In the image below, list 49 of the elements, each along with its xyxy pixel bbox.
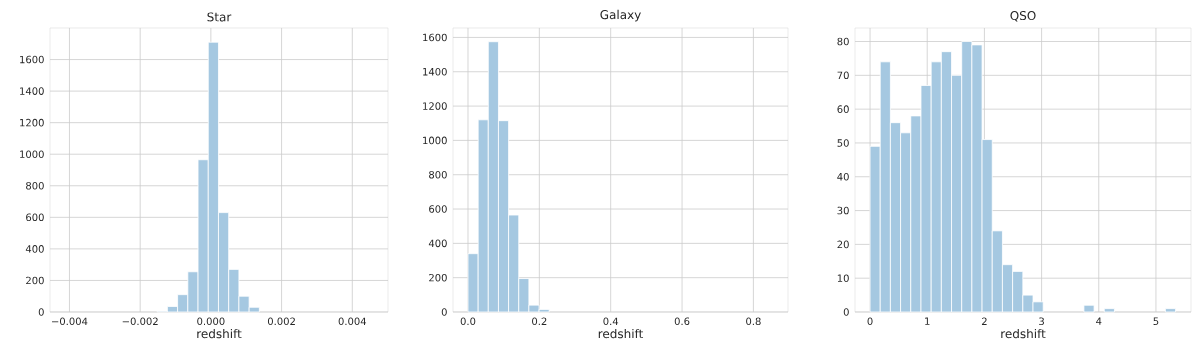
y-tick-label: 70	[837, 71, 849, 80]
x-tick-label: 0.004	[338, 317, 367, 326]
y-tick-label: 0	[843, 308, 849, 316]
x-tick-label: 0.2	[532, 317, 547, 326]
y-tick-label: 1000	[20, 150, 44, 158]
y-tick-label: 1600	[20, 55, 44, 64]
y-tick-label: 1000	[423, 136, 447, 145]
chart-title: Galaxy	[600, 9, 641, 22]
y-tick-label: 600	[26, 213, 44, 222]
y-tick-label: 400	[25, 245, 44, 253]
y-tick-label: 800	[429, 170, 447, 179]
y-tick-label: 200	[26, 276, 44, 285]
x-tick-label: 5	[1153, 317, 1159, 325]
y-tick-label: 0	[38, 308, 44, 316]
y-tick-label: 1400	[20, 87, 44, 95]
x-tick-label: −0.004	[52, 317, 88, 326]
x-tick-label: 0.002	[267, 317, 295, 326]
y-tick-label: 800	[26, 181, 44, 190]
y-tick-label: 80	[837, 37, 849, 46]
y-tick-label: 1200	[423, 102, 447, 110]
y-tick-label: 400	[428, 239, 447, 248]
x-tick-label: −0.002	[122, 317, 158, 326]
y-tick-label: 1600	[423, 33, 447, 42]
x-tick-label: 2	[981, 317, 987, 325]
x-tick-label: 0.000	[197, 317, 225, 326]
x-tick-label: 1	[925, 317, 930, 325]
y-tick-label: 40	[837, 172, 849, 181]
y-tick-label: 10	[837, 274, 849, 282]
x-tick-label: 0.8	[746, 317, 761, 326]
y-tick-label: 30	[837, 206, 849, 215]
chart-title: Star	[207, 12, 232, 22]
y-tick-label: 0	[441, 308, 447, 316]
x-tick-label: 0	[867, 317, 873, 326]
x-axis-title: redshift	[598, 328, 644, 339]
x-tick-label: 0.6	[674, 317, 690, 326]
y-tick-label: 20	[837, 240, 849, 249]
y-tick-label: 1400	[423, 67, 447, 76]
x-axis-title: redshift	[1001, 328, 1046, 339]
y-tick-label: 200	[429, 273, 447, 282]
chart-title: QSO	[1010, 11, 1036, 22]
x-tick-label: 4	[1096, 317, 1102, 325]
y-tick-label: 60	[837, 105, 849, 113]
x-tick-label: 3	[1039, 317, 1044, 326]
x-tick-label: 0.4	[603, 317, 619, 326]
y-tick-label: 1200	[20, 118, 44, 127]
y-tick-label: 600	[429, 205, 447, 213]
x-tick-label: 0.0	[460, 317, 476, 326]
y-tick-label: 50	[837, 139, 849, 147]
x-axis-title: redshift	[197, 328, 242, 339]
